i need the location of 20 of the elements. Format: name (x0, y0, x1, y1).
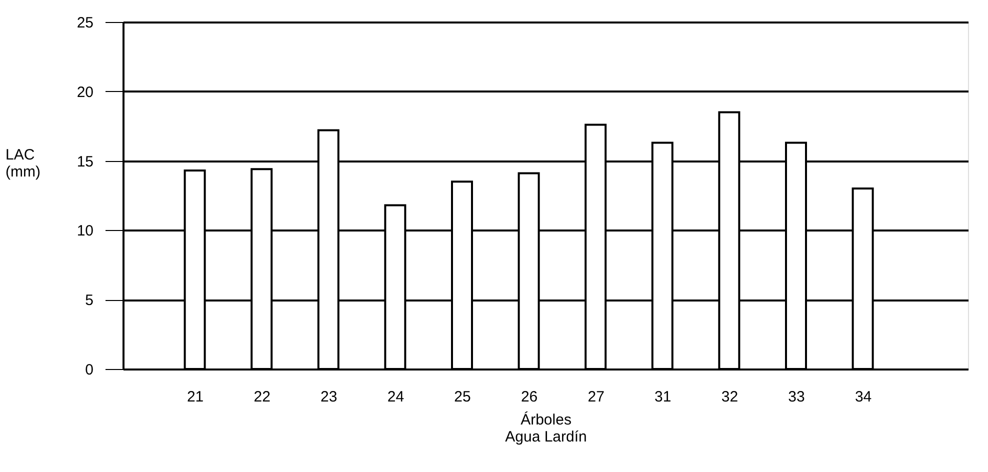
y-tick-label: 25 (76, 14, 94, 32)
x-tick-label: 24 (387, 388, 404, 406)
x-tick-label: 33 (788, 388, 805, 406)
x-tick-label: 26 (520, 388, 538, 406)
x-tick-label: 32 (721, 388, 738, 406)
y-tick-label: 20 (76, 84, 94, 101)
x-axis-title: Árboles (520, 410, 572, 428)
x-tick-label: 22 (254, 388, 270, 406)
y-tick-label: 5 (85, 292, 94, 310)
x-tick-label: 23 (320, 388, 338, 406)
x-tick-label: 21 (186, 388, 204, 406)
text: Agua Lardín (505, 428, 587, 446)
y-axis-title: LAC (mm) (6, 146, 40, 180)
y-tick-label: 15 (76, 153, 94, 170)
y-tick-label: 0 (85, 362, 94, 378)
x-tick-label: 27 (588, 388, 604, 406)
x-tick-label: 34 (854, 388, 872, 406)
x-tick-label: 31 (654, 388, 672, 406)
x-tick-label: 25 (454, 388, 471, 406)
y-tick-label: 10 (76, 222, 94, 240)
